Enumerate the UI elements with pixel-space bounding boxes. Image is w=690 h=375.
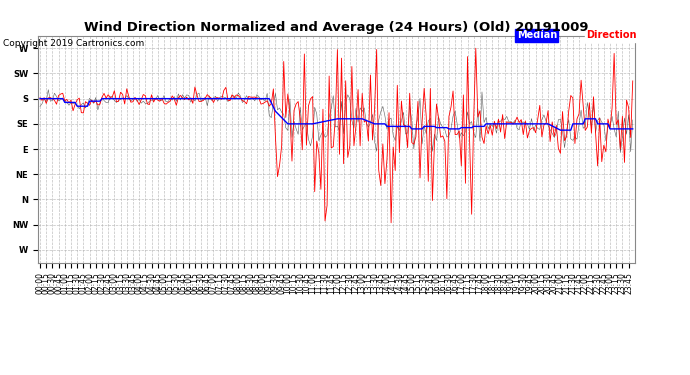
- Text: Direction: Direction: [586, 30, 637, 40]
- Text: Median: Median: [517, 30, 557, 40]
- Text: Copyright 2019 Cartronics.com: Copyright 2019 Cartronics.com: [3, 39, 145, 48]
- Title: Wind Direction Normalized and Average (24 Hours) (Old) 20191009: Wind Direction Normalized and Average (2…: [84, 21, 589, 34]
